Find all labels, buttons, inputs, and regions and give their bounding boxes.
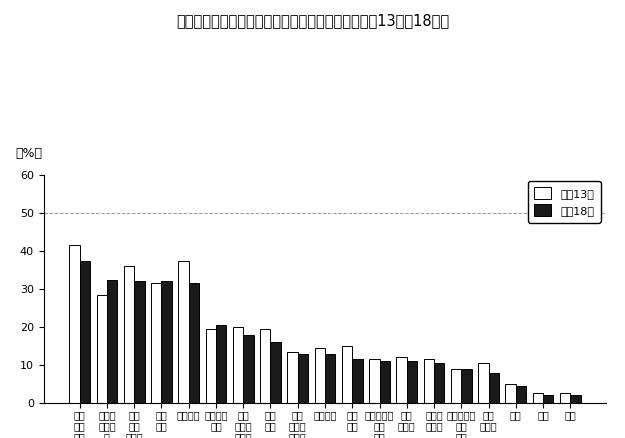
Bar xyxy=(543,396,553,403)
Bar xyxy=(379,361,390,403)
Bar xyxy=(461,369,472,403)
Bar xyxy=(325,353,336,403)
Bar xyxy=(532,393,543,403)
Bar xyxy=(178,261,189,403)
Bar xyxy=(396,357,407,403)
Bar xyxy=(342,346,352,403)
Bar xyxy=(233,327,243,403)
Bar xyxy=(369,359,379,403)
Bar xyxy=(151,283,161,403)
Bar xyxy=(571,396,581,403)
Bar xyxy=(206,329,216,403)
Bar xyxy=(260,329,271,403)
Bar xyxy=(189,283,199,403)
Bar xyxy=(271,342,281,403)
Bar xyxy=(489,373,499,403)
Bar xyxy=(506,384,516,403)
Text: （%）: （%） xyxy=(16,147,42,160)
Bar xyxy=(134,282,144,403)
Bar xyxy=(478,363,489,403)
Bar xyxy=(424,359,434,403)
Legend: 平成13年, 平成18年: 平成13年, 平成18年 xyxy=(528,181,601,223)
Bar xyxy=(516,386,526,403)
Bar xyxy=(298,353,308,403)
Bar xyxy=(243,335,254,403)
Bar xyxy=(79,261,90,403)
Bar xyxy=(216,325,226,403)
Bar xyxy=(288,352,298,403)
Bar xyxy=(69,245,79,403)
Bar xyxy=(107,279,118,403)
Bar xyxy=(407,361,417,403)
Bar xyxy=(97,295,107,403)
Bar xyxy=(434,363,444,403)
Bar xyxy=(352,359,362,403)
Text: 図４－４　「趣味・娯楽」の種類別行動者率（平成13年，18年）: 図４－４ 「趣味・娯楽」の種類別行動者率（平成13年，18年） xyxy=(176,13,449,28)
Bar xyxy=(124,266,134,403)
Bar xyxy=(560,393,571,403)
Bar xyxy=(451,369,461,403)
Bar xyxy=(161,282,172,403)
Bar xyxy=(314,348,325,403)
